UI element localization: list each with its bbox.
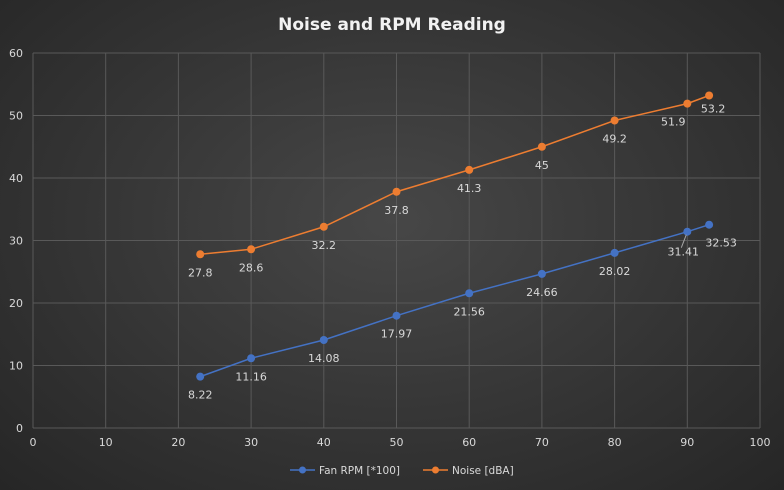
- data-label: 37.8: [384, 204, 409, 217]
- chart-title: Noise and RPM Reading: [278, 15, 506, 35]
- data-label: 32.53: [705, 237, 737, 250]
- data-point: [392, 311, 401, 320]
- data-point: [465, 165, 474, 174]
- data-label: 8.22: [188, 389, 213, 402]
- data-point: [610, 248, 619, 257]
- data-point: [319, 222, 328, 231]
- y-tick-label: 50: [9, 110, 23, 123]
- data-point: [247, 245, 256, 254]
- data-label: 17.97: [381, 328, 413, 341]
- x-tick-label: 40: [317, 436, 331, 449]
- y-tick-label: 20: [9, 297, 23, 310]
- series-line-1: [200, 94, 710, 255]
- data-point: [196, 372, 205, 381]
- data-label: 11.16: [235, 370, 267, 383]
- data-point: [319, 336, 328, 344]
- x-tick-label: 20: [171, 436, 185, 449]
- leader-line: [680, 234, 687, 248]
- data-label: 45: [535, 159, 549, 172]
- data-point: [705, 220, 714, 229]
- y-tick-label: 10: [9, 360, 23, 373]
- data-label: 21.56: [453, 305, 485, 318]
- data-label: 31.41: [668, 246, 700, 259]
- data-point: [196, 250, 205, 259]
- data-label: 24.66: [526, 286, 558, 299]
- legend-marker: [299, 466, 306, 474]
- data-label: 49.2: [602, 133, 627, 146]
- legend-label: Fan RPM [*100]: [319, 465, 400, 477]
- data-label: 28.6: [239, 261, 264, 274]
- data-label: 51.9: [661, 116, 686, 129]
- x-tick-label: 10: [99, 436, 113, 449]
- data-label: 41.3: [457, 182, 482, 195]
- x-tick-label: 60: [462, 436, 476, 449]
- data-label: 28.02: [599, 265, 631, 278]
- data-label: 32.2: [312, 239, 337, 252]
- legend-marker: [432, 466, 439, 474]
- data-point: [537, 269, 546, 278]
- y-tick-label: 60: [9, 47, 23, 60]
- data-point: [247, 354, 256, 363]
- x-tick-label: 50: [390, 436, 404, 449]
- data-point: [705, 91, 714, 100]
- data-point: [683, 227, 692, 236]
- data-label: 27.8: [188, 266, 213, 279]
- data-point: [537, 142, 546, 151]
- y-tick-label: 0: [16, 422, 23, 435]
- x-tick-label: 30: [244, 436, 258, 449]
- x-tick-label: 0: [30, 436, 37, 449]
- legend-label: Noise [dBA]: [452, 465, 514, 477]
- y-tick-label: 40: [9, 172, 23, 185]
- x-tick-label: 80: [608, 436, 622, 449]
- data-point: [683, 99, 692, 108]
- x-tick-label: 90: [680, 436, 694, 449]
- x-tick-label: 70: [535, 436, 549, 449]
- data-label: 53.2: [701, 103, 726, 116]
- series-line-0: [199, 223, 710, 378]
- data-point: [392, 187, 401, 196]
- data-point: [610, 116, 619, 125]
- data-label: 14.08: [308, 352, 340, 365]
- data-point: [465, 289, 474, 298]
- x-tick-label: 100: [750, 436, 771, 449]
- y-tick-label: 30: [9, 235, 23, 248]
